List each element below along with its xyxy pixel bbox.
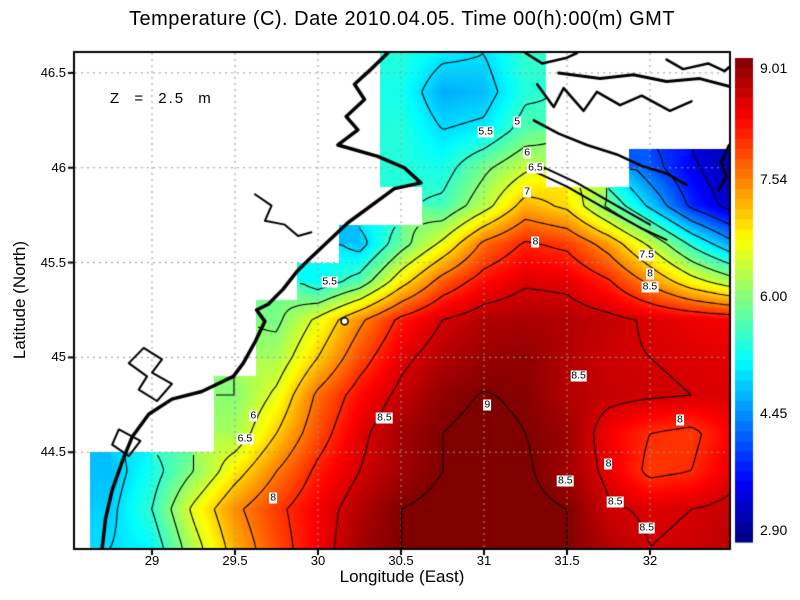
y-tick-label: 44.5 bbox=[40, 444, 66, 460]
contour-label: 7 bbox=[523, 185, 532, 198]
x-tick-label: 31.5 bbox=[554, 553, 580, 568]
x-tick-label: 32 bbox=[642, 553, 658, 568]
x-tick-label: 30.5 bbox=[388, 553, 414, 568]
contour-label: 8 bbox=[646, 267, 654, 280]
colorbar-tick-label: 6.00 bbox=[760, 287, 788, 304]
y-tick-label: 45 bbox=[51, 349, 66, 365]
y-tick-label: 45.5 bbox=[40, 254, 66, 270]
contour-label: 5.5 bbox=[477, 125, 494, 138]
contour-label: 6 bbox=[249, 409, 258, 422]
y-tick-label: 46 bbox=[51, 159, 66, 175]
contour-label: 5.5 bbox=[321, 275, 338, 288]
x-axis-label: Longitude (East) bbox=[339, 567, 465, 586]
y-tick-label: 46.5 bbox=[40, 64, 66, 80]
x-tick-label: 30 bbox=[310, 553, 326, 568]
x-tick-label: 29 bbox=[144, 553, 160, 568]
contour-label: 8.5 bbox=[638, 521, 655, 534]
x-tick-label: 31 bbox=[476, 553, 492, 568]
contour-label: 6.5 bbox=[527, 161, 544, 174]
colorbar-tick-label: 2.90 bbox=[760, 522, 788, 538]
contour-label: 6.5 bbox=[236, 432, 254, 445]
contour-label: 6 bbox=[523, 146, 532, 159]
depth-annotation: Z = 2.5 m bbox=[110, 90, 213, 107]
contour-label: 8 bbox=[269, 491, 278, 504]
contour-label: 5 bbox=[513, 115, 522, 128]
contour-label: 8 bbox=[604, 457, 613, 470]
contour-label: 8.5 bbox=[641, 280, 659, 293]
contour-label: 8.5 bbox=[570, 369, 587, 382]
chart-title: Temperature (C). Date 2010.04.05. Time 0… bbox=[128, 8, 676, 30]
colorbar-tick-label: 4.45 bbox=[760, 404, 788, 421]
colorbar-tick-label: 7.54 bbox=[760, 171, 788, 188]
contour-label: 8 bbox=[531, 235, 540, 248]
contour-label: 7.5 bbox=[638, 248, 655, 261]
contour-label: 8 bbox=[675, 413, 684, 426]
colorbar-tick-label: 9.01 bbox=[760, 60, 788, 76]
contour-label: 9 bbox=[483, 398, 492, 411]
x-tick-label: 29.5 bbox=[222, 553, 248, 568]
contour-label: 8.5 bbox=[606, 495, 624, 508]
contour-label: 8.5 bbox=[376, 411, 393, 424]
contour-label: 8.5 bbox=[557, 474, 574, 487]
